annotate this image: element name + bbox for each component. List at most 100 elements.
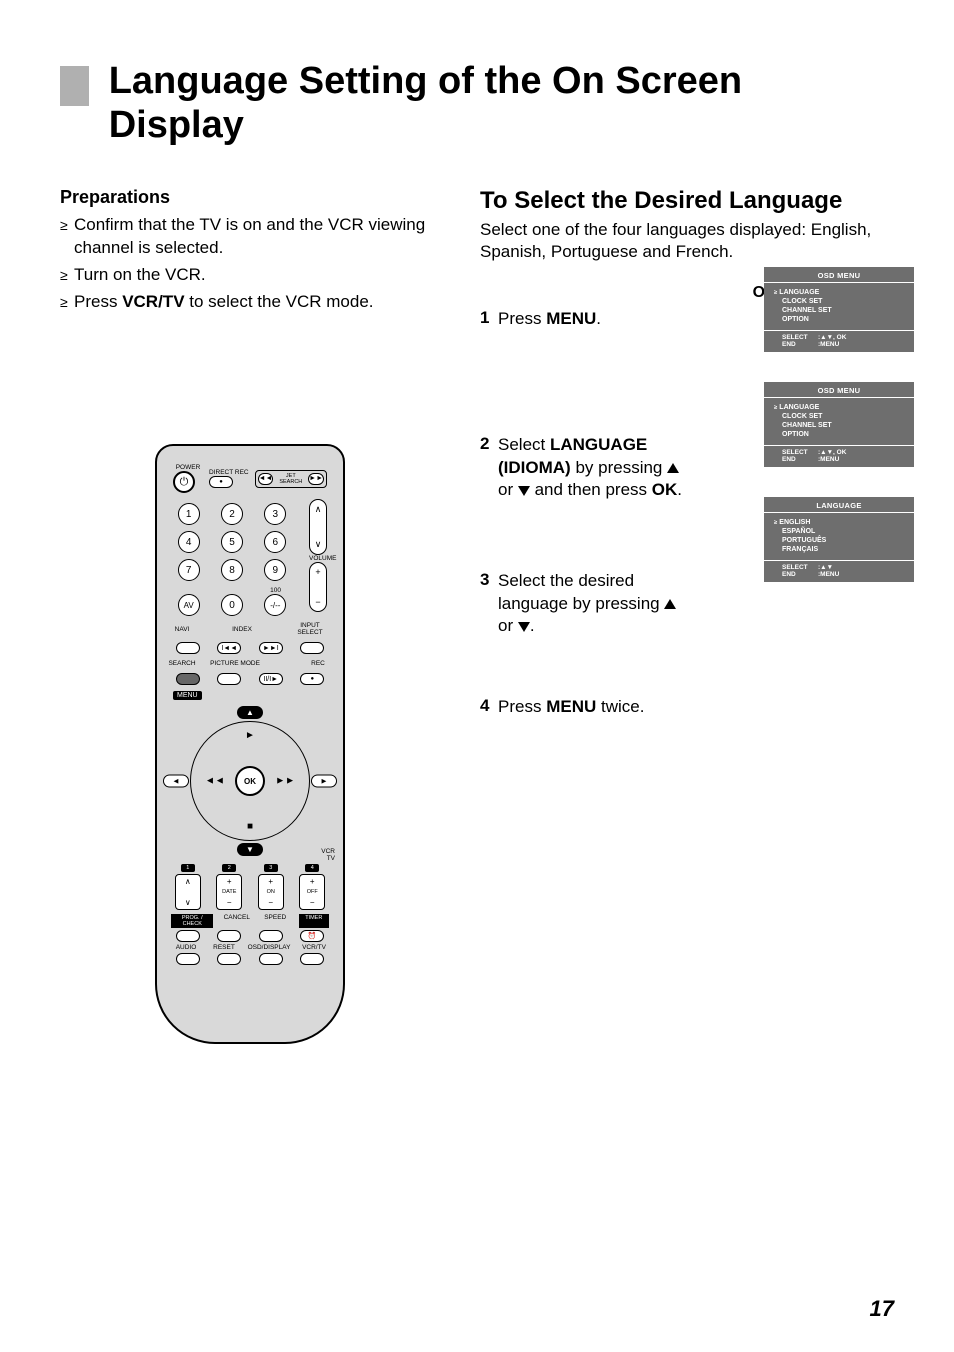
pause-button[interactable]: II/I► [259,673,283,685]
osd-footer: SELECTEND :▲▼, OK:MENU [764,446,914,467]
jet-search-label: JET SEARCH [275,473,306,485]
power-button[interactable]: ⏻ [173,471,195,493]
direct-rec-label: DIRECT REC [209,469,249,476]
picture-mode-button[interactable] [217,673,241,685]
osd-item: ESPAÑOL [782,528,902,537]
num-4-button[interactable]: 4 [178,531,200,553]
ok-button[interactable]: OK [235,766,265,796]
reset-label: RESET [209,944,239,951]
osd-footer: SELECTEND :▲▼:MENU [764,561,914,582]
step-number: 1 [480,308,498,328]
jet-search-box: ◄◄ JET SEARCH ►► [255,470,327,488]
remote-illustration-wrap: POWER ⏻ DIRECT REC ● ◄◄ JET SEARCH ►► [60,444,440,1044]
num-2-button[interactable]: 2 [221,503,243,525]
two-column-layout: Preparations Confirm that the TV is on a… [60,187,894,1044]
osd-item: LANGUAGE [782,404,902,413]
title-row: Language Setting of the On Screen Displa… [60,60,894,147]
osd-screen-3: LANGUAGE ENGLISH ESPAÑOL PORTUGUÊS FRANÇ… [764,497,914,582]
step-text: Select LANGUAGE (IDIOMA) by pressing or … [498,434,698,503]
play-icon: ► [245,730,255,741]
prep-text: to select the VCR mode. [185,292,374,311]
volume-rocker[interactable]: +− [309,562,327,612]
direct-rec-button[interactable]: ● [209,476,233,488]
right-side-button[interactable]: ► [311,775,337,788]
prog-check-label: PROG. / CHECK [171,914,213,928]
channel-rocker[interactable]: ∧∨ [309,499,327,555]
num-1-button[interactable]: 1 [178,503,200,525]
triangle-down-icon [518,486,530,496]
fast-forward-button[interactable]: ►► [275,776,295,787]
num-3-button[interactable]: 3 [264,503,286,525]
osd-screen-2: OSD MENU LANGUAGE CLOCK SET CHANNEL SET … [764,382,914,467]
page-title: Language Setting of the On Screen Displa… [109,60,854,147]
num-7-button[interactable]: 7 [178,559,200,581]
search-button[interactable] [176,673,200,685]
rec-button[interactable]: ● [300,673,324,685]
preparations-heading: Preparations [60,187,440,208]
prep-item: Turn on the VCR. [60,264,440,287]
osd-item: CHANNEL SET [782,307,902,316]
step-text: Select the desired language by pressing … [498,570,698,639]
num-0-button[interactable]: 0 [221,594,243,616]
input-select-label: INPUT SELECT [287,622,333,636]
prog-cell-date[interactable]: +DATE− [216,874,242,910]
small-4: 4 [305,864,319,872]
vcr-tv-button[interactable] [300,953,324,965]
osd-title: LANGUAGE [764,497,914,513]
hundred-button[interactable]: -/-- [264,594,286,616]
left-side-button[interactable]: ◄ [163,775,189,788]
prog-cell-1[interactable]: ∧∨ [175,874,201,910]
prep-item: Press VCR/TV to select the VCR mode. [60,291,440,314]
down-arrow-button[interactable]: ▼ [237,843,263,856]
prep-text: Press [74,292,122,311]
tv-label: TV [321,856,335,863]
audio-button[interactable] [176,953,200,965]
eject-button[interactable]: ▲ [237,706,263,719]
hundred-label: 100 [167,587,297,594]
prep-text: Turn on the VCR. [74,265,206,284]
subtext: Select one of the four languages display… [480,219,894,263]
speed-button[interactable] [259,930,283,942]
rewind-button[interactable]: ◄◄ [205,776,225,787]
step-text: Press MENU. [498,308,698,331]
osd-item: LANGUAGE [782,289,902,298]
jet-search-rew[interactable]: ◄◄ [258,473,274,485]
index-prev-button[interactable]: I◄◄ [217,642,241,654]
step-text: Press MENU twice. [498,696,698,719]
left-column: Preparations Confirm that the TV is on a… [60,187,440,1044]
page-number: 17 [870,1296,894,1322]
osd-screens-column: OSD MENU LANGUAGE CLOCK SET CHANNEL SET … [764,267,924,612]
timer-button[interactable]: ⏰ [300,930,324,942]
num-6-button[interactable]: 6 [264,531,286,553]
volume-label: VOLUME [309,555,335,562]
prog-cell-off[interactable]: +OFF− [299,874,325,910]
step-number: 3 [480,570,498,590]
osd-item: ENGLISH [782,519,902,528]
vcr-tv-label: VCR/TV [299,944,329,951]
picture-mode-label: PICTURE MODE [197,660,273,667]
navigation-ring: ► ◄◄ ►► ■ OK [190,721,310,841]
osd-item: CLOCK SET [782,298,902,307]
cancel-button[interactable] [217,930,241,942]
cancel-label: CANCEL [222,914,252,928]
osd-item: CHANNEL SET [782,422,902,431]
osd-body: LANGUAGE CLOCK SET CHANNEL SET OPTION [764,398,914,446]
jet-search-ff[interactable]: ►► [308,473,324,485]
triangle-down-icon [518,622,530,632]
reset-button[interactable] [217,953,241,965]
prep-item: Confirm that the TV is on and the VCR vi… [60,214,440,260]
prog-cell-on[interactable]: +ON− [258,874,284,910]
step-4: 4 Press MENU twice. [480,696,894,719]
osd-body: ENGLISH ESPAÑOL PORTUGUÊS FRANÇAIS [764,513,914,561]
index-next-button[interactable]: ►►I [259,642,283,654]
subheading: To Select the Desired Language [480,187,894,215]
num-9-button[interactable]: 9 [264,559,286,581]
num-5-button[interactable]: 5 [221,531,243,553]
prog-check-button[interactable] [176,930,200,942]
navi-button[interactable] [176,642,200,654]
input-select-button[interactable] [300,642,324,654]
stop-button[interactable]: ■ [247,821,253,832]
av-button[interactable]: AV [178,594,200,616]
num-8-button[interactable]: 8 [221,559,243,581]
osd-display-button[interactable] [259,953,283,965]
